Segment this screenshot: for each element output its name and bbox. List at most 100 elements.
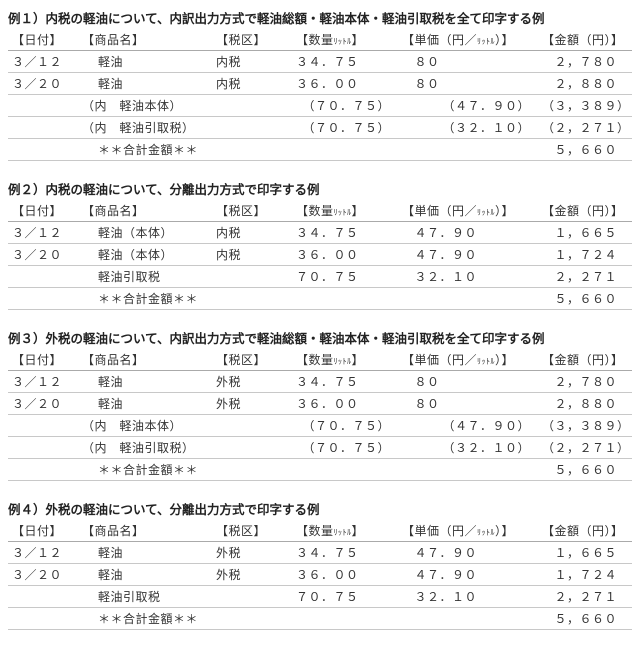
hdr-date: 【日付】 — [8, 520, 78, 542]
cell-tax: 外税 — [212, 393, 292, 415]
cell-date: ３／２０ — [8, 393, 78, 415]
cell-name: 軽油 — [78, 564, 212, 586]
cell-subunit: （３２．１０） — [398, 117, 538, 139]
table-header: 【日付】【商品名】【税区】【数量ﾘｯﾄﾙ】【単価（円／ﾘｯﾄﾙ）】【金額（円）】 — [8, 200, 632, 222]
hdr-amt: 【金額（円）】 — [538, 200, 632, 222]
total-row: ＊＊合計金額＊＊ ５，６６０ — [8, 288, 632, 310]
cell-tax: 内税 — [212, 51, 292, 73]
data-row: 軽油引取税７０．７５ ３２．１０ ２，２７１ — [8, 586, 632, 608]
cell-subunit: （３２．１０） — [398, 437, 538, 459]
cell-unit: ８０ — [398, 393, 538, 415]
total-row: ＊＊合計金額＊＊ ５，６６０ — [8, 139, 632, 161]
example-4: 例４）外税の軽油について、分離出力方式で印字する例【日付】【商品名】【税区】【数… — [8, 499, 632, 630]
pricing-table: 【日付】【商品名】【税区】【数量ﾘｯﾄﾙ】【単価（円／ﾘｯﾄﾙ）】【金額（円）】… — [8, 29, 632, 161]
total-label: ＊＊合計金額＊＊ — [78, 608, 292, 630]
hdr-name: 【商品名】 — [78, 520, 212, 542]
cell-amt: ２，８８０ — [538, 393, 632, 415]
cell-tax — [212, 266, 292, 288]
hdr-amt: 【金額（円）】 — [538, 29, 632, 51]
cell-name: 軽油 — [78, 371, 212, 393]
cell-subname: （内 軽油本体） — [78, 95, 292, 117]
cell-name: 軽油（本体） — [78, 244, 212, 266]
cell-unit: ４７．９０ — [398, 244, 538, 266]
cell-name: 軽油 — [78, 393, 212, 415]
cell-date — [8, 586, 78, 608]
cell-unit: ３２．１０ — [398, 586, 538, 608]
cell-date: ３／２０ — [8, 244, 78, 266]
subtotal-row: （内 軽油引取税）（７０．７５）（３２．１０）（２，２７１） — [8, 117, 632, 139]
data-row: ３／２０軽油（本体）内税３６．００ ４７．９０ １，７２４ — [8, 244, 632, 266]
pricing-table: 【日付】【商品名】【税区】【数量ﾘｯﾄﾙ】【単価（円／ﾘｯﾄﾙ）】【金額（円）】… — [8, 200, 632, 310]
hdr-unit: 【単価（円／ﾘｯﾄﾙ）】 — [398, 520, 538, 542]
hdr-amt: 【金額（円）】 — [538, 349, 632, 371]
cell-name: 軽油 — [78, 73, 212, 95]
table-header: 【日付】【商品名】【税区】【数量ﾘｯﾄﾙ】【単価（円／ﾘｯﾄﾙ）】【金額（円）】 — [8, 29, 632, 51]
cell-subqty: （７０．７５） — [292, 415, 398, 437]
hdr-tax: 【税区】 — [212, 200, 292, 222]
cell-tax: 外税 — [212, 542, 292, 564]
example-1: 例１）内税の軽油について、内訳出力方式で軽油総額・軽油本体・軽油引取税を全て印字… — [8, 8, 632, 161]
hdr-qty: 【数量ﾘｯﾄﾙ】 — [292, 200, 398, 222]
cell-tax: 外税 — [212, 564, 292, 586]
example-2: 例２）内税の軽油について、分離出力方式で印字する例【日付】【商品名】【税区】【数… — [8, 179, 632, 310]
data-row: ３／２０軽油外税３６．００ ８０ ２，８８０ — [8, 393, 632, 415]
cell-unit: ４７．９０ — [398, 222, 538, 244]
cell-date: ３／１２ — [8, 51, 78, 73]
pricing-table: 【日付】【商品名】【税区】【数量ﾘｯﾄﾙ】【単価（円／ﾘｯﾄﾙ）】【金額（円）】… — [8, 520, 632, 630]
cell-amt: ２，８８０ — [538, 73, 632, 95]
cell-qty: ３４．７５ — [292, 51, 398, 73]
cell-name: 軽油 — [78, 542, 212, 564]
cell-qty: ３４．７５ — [292, 222, 398, 244]
hdr-unit: 【単価（円／ﾘｯﾄﾙ）】 — [398, 349, 538, 371]
data-row: ３／１２軽油外税３４．７５ ４７．９０ １，６６５ — [8, 542, 632, 564]
example-title: 例４）外税の軽油について、分離出力方式で印字する例 — [8, 499, 632, 518]
cell-amt: １，７２４ — [538, 564, 632, 586]
cell-amt: １，７２４ — [538, 244, 632, 266]
total-label: ＊＊合計金額＊＊ — [78, 288, 292, 310]
cell-subname: （内 軽油引取税） — [78, 437, 292, 459]
hdr-qty: 【数量ﾘｯﾄﾙ】 — [292, 520, 398, 542]
data-row: ３／１２軽油外税３４．７５ ８０ ２，７８０ — [8, 371, 632, 393]
cell-name: 軽油引取税 — [78, 586, 212, 608]
table-header: 【日付】【商品名】【税区】【数量ﾘｯﾄﾙ】【単価（円／ﾘｯﾄﾙ）】【金額（円）】 — [8, 349, 632, 371]
cell-subamt: （３，３８９） — [538, 95, 632, 117]
cell-unit: ４７．９０ — [398, 564, 538, 586]
cell-subqty: （７０．７５） — [292, 95, 398, 117]
total-amt: ５，６６０ — [538, 139, 632, 161]
data-row: ３／２０軽油外税３６．００ ４７．９０ １，７２４ — [8, 564, 632, 586]
subtotal-row: （内 軽油本体）（７０．７５）（４７．９０）（３，３８９） — [8, 95, 632, 117]
total-amt: ５，６６０ — [538, 288, 632, 310]
hdr-unit: 【単価（円／ﾘｯﾄﾙ）】 — [398, 200, 538, 222]
cell-date: ３／２０ — [8, 564, 78, 586]
cell-subunit: （４７．９０） — [398, 95, 538, 117]
hdr-qty: 【数量ﾘｯﾄﾙ】 — [292, 349, 398, 371]
example-3: 例３）外税の軽油について、内訳出力方式で軽油総額・軽油本体・軽油引取税を全て印字… — [8, 328, 632, 481]
cell-tax — [212, 586, 292, 608]
cell-amt: ２，７８０ — [538, 51, 632, 73]
hdr-name: 【商品名】 — [78, 29, 212, 51]
example-title: 例３）外税の軽油について、内訳出力方式で軽油総額・軽油本体・軽油引取税を全て印字… — [8, 328, 632, 347]
cell-unit: ８０ — [398, 51, 538, 73]
cell-subunit: （４７．９０） — [398, 415, 538, 437]
cell-qty: ３４．７５ — [292, 542, 398, 564]
hdr-unit: 【単価（円／ﾘｯﾄﾙ）】 — [398, 29, 538, 51]
subtotal-row: （内 軽油引取税）（７０．７５）（３２．１０）（２，２７１） — [8, 437, 632, 459]
cell-amt: ２，２７１ — [538, 266, 632, 288]
cell-qty: ３４．７５ — [292, 371, 398, 393]
data-row: 軽油引取税７０．７５ ３２．１０ ２，２７１ — [8, 266, 632, 288]
cell-tax: 内税 — [212, 244, 292, 266]
cell-amt: １，６６５ — [538, 542, 632, 564]
cell-subqty: （７０．７５） — [292, 117, 398, 139]
hdr-qty: 【数量ﾘｯﾄﾙ】 — [292, 29, 398, 51]
total-amt: ５，６６０ — [538, 608, 632, 630]
hdr-date: 【日付】 — [8, 349, 78, 371]
cell-subamt: （２，２７１） — [538, 437, 632, 459]
cell-date — [8, 266, 78, 288]
hdr-date: 【日付】 — [8, 200, 78, 222]
total-row: ＊＊合計金額＊＊ ５，６６０ — [8, 459, 632, 481]
cell-subname: （内 軽油本体） — [78, 415, 292, 437]
subtotal-row: （内 軽油本体）（７０．７５）（４７．９０）（３，３８９） — [8, 415, 632, 437]
cell-amt: ２，２７１ — [538, 586, 632, 608]
cell-name: 軽油（本体） — [78, 222, 212, 244]
example-title: 例２）内税の軽油について、分離出力方式で印字する例 — [8, 179, 632, 198]
